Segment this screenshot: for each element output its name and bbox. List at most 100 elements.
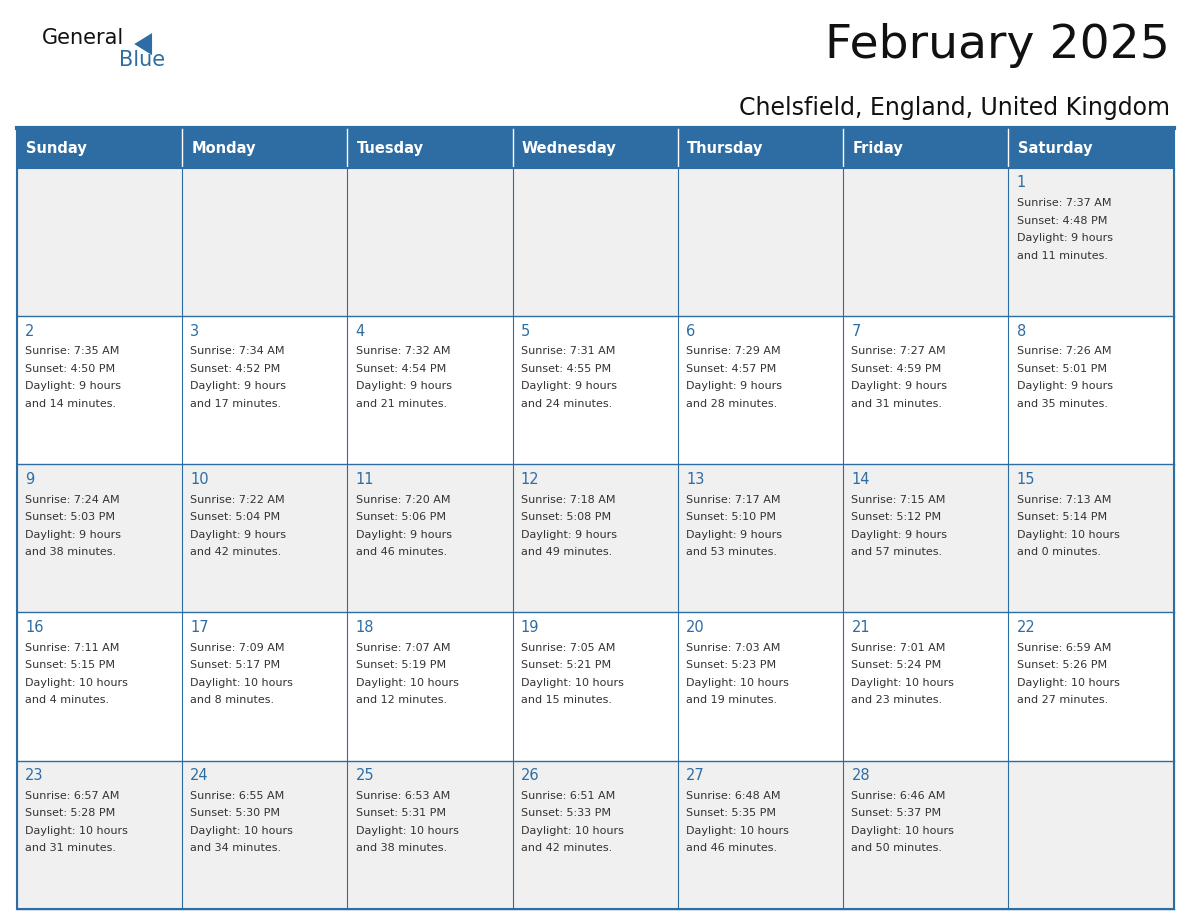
Text: Daylight: 9 hours: Daylight: 9 hours	[1017, 381, 1113, 391]
Text: 17: 17	[190, 620, 209, 635]
Text: Sunday: Sunday	[26, 141, 87, 156]
Text: Sunrise: 6:55 AM: Sunrise: 6:55 AM	[190, 791, 284, 800]
Text: Sunrise: 7:17 AM: Sunrise: 7:17 AM	[687, 495, 781, 505]
Text: 18: 18	[355, 620, 374, 635]
Text: Sunrise: 6:53 AM: Sunrise: 6:53 AM	[355, 791, 450, 800]
Text: and 8 minutes.: and 8 minutes.	[190, 695, 274, 705]
Text: Sunrise: 7:20 AM: Sunrise: 7:20 AM	[355, 495, 450, 505]
Text: Sunrise: 6:57 AM: Sunrise: 6:57 AM	[25, 791, 119, 800]
Text: 20: 20	[687, 620, 704, 635]
Text: Wednesday: Wednesday	[522, 141, 617, 156]
Text: Sunset: 4:52 PM: Sunset: 4:52 PM	[190, 364, 280, 374]
Text: 11: 11	[355, 472, 374, 487]
Text: Daylight: 10 hours: Daylight: 10 hours	[852, 677, 954, 688]
Text: Sunset: 5:31 PM: Sunset: 5:31 PM	[355, 809, 446, 818]
Text: 26: 26	[520, 768, 539, 783]
Text: Sunrise: 7:03 AM: Sunrise: 7:03 AM	[687, 643, 781, 653]
Text: Daylight: 9 hours: Daylight: 9 hours	[687, 381, 782, 391]
Text: Sunrise: 6:46 AM: Sunrise: 6:46 AM	[852, 791, 946, 800]
Text: 4: 4	[355, 323, 365, 339]
Text: Sunset: 5:17 PM: Sunset: 5:17 PM	[190, 660, 280, 670]
Text: 22: 22	[1017, 620, 1036, 635]
Text: and 53 minutes.: and 53 minutes.	[687, 547, 777, 557]
Text: Sunrise: 7:13 AM: Sunrise: 7:13 AM	[1017, 495, 1111, 505]
Text: and 49 minutes.: and 49 minutes.	[520, 547, 612, 557]
Text: and 17 minutes.: and 17 minutes.	[190, 398, 282, 409]
Text: Sunrise: 7:15 AM: Sunrise: 7:15 AM	[852, 495, 946, 505]
Text: and 23 minutes.: and 23 minutes.	[852, 695, 942, 705]
Text: and 50 minutes.: and 50 minutes.	[852, 844, 942, 853]
Text: and 11 minutes.: and 11 minutes.	[1017, 251, 1107, 261]
Text: Sunset: 5:28 PM: Sunset: 5:28 PM	[25, 809, 115, 818]
Text: 19: 19	[520, 620, 539, 635]
Text: Daylight: 9 hours: Daylight: 9 hours	[852, 530, 948, 540]
Text: Sunrise: 7:07 AM: Sunrise: 7:07 AM	[355, 643, 450, 653]
Text: Sunset: 5:24 PM: Sunset: 5:24 PM	[852, 660, 942, 670]
Text: Sunset: 5:08 PM: Sunset: 5:08 PM	[520, 512, 611, 522]
Text: Chelsfield, England, United Kingdom: Chelsfield, England, United Kingdom	[739, 96, 1170, 120]
Text: Daylight: 9 hours: Daylight: 9 hours	[520, 381, 617, 391]
Text: Sunrise: 6:51 AM: Sunrise: 6:51 AM	[520, 791, 615, 800]
Text: Sunset: 5:04 PM: Sunset: 5:04 PM	[190, 512, 280, 522]
Text: Daylight: 9 hours: Daylight: 9 hours	[355, 530, 451, 540]
Text: Sunset: 4:54 PM: Sunset: 4:54 PM	[355, 364, 446, 374]
Text: Daylight: 10 hours: Daylight: 10 hours	[687, 826, 789, 835]
Text: 3: 3	[190, 323, 200, 339]
Text: and 19 minutes.: and 19 minutes.	[687, 695, 777, 705]
Text: Sunset: 5:33 PM: Sunset: 5:33 PM	[520, 809, 611, 818]
Text: Blue: Blue	[119, 50, 165, 71]
Text: and 21 minutes.: and 21 minutes.	[355, 398, 447, 409]
Text: 27: 27	[687, 768, 704, 783]
Text: Sunrise: 7:31 AM: Sunrise: 7:31 AM	[520, 346, 615, 356]
Text: Daylight: 9 hours: Daylight: 9 hours	[687, 530, 782, 540]
Text: Monday: Monday	[191, 141, 255, 156]
Text: Daylight: 10 hours: Daylight: 10 hours	[190, 826, 293, 835]
Text: Sunset: 5:06 PM: Sunset: 5:06 PM	[355, 512, 446, 522]
Text: Sunset: 5:10 PM: Sunset: 5:10 PM	[687, 512, 776, 522]
Text: 13: 13	[687, 472, 704, 487]
Text: Sunset: 4:50 PM: Sunset: 4:50 PM	[25, 364, 115, 374]
Text: Tuesday: Tuesday	[356, 141, 424, 156]
Text: Daylight: 9 hours: Daylight: 9 hours	[355, 381, 451, 391]
Text: and 0 minutes.: and 0 minutes.	[1017, 547, 1101, 557]
Text: and 38 minutes.: and 38 minutes.	[25, 547, 116, 557]
Text: and 42 minutes.: and 42 minutes.	[520, 844, 612, 853]
Text: 6: 6	[687, 323, 695, 339]
Text: Sunrise: 7:34 AM: Sunrise: 7:34 AM	[190, 346, 285, 356]
Text: and 4 minutes.: and 4 minutes.	[25, 695, 109, 705]
Text: Sunset: 4:55 PM: Sunset: 4:55 PM	[520, 364, 611, 374]
Text: Saturday: Saturday	[1018, 141, 1093, 156]
Text: Sunrise: 7:29 AM: Sunrise: 7:29 AM	[687, 346, 781, 356]
Text: Sunset: 5:21 PM: Sunset: 5:21 PM	[520, 660, 611, 670]
Text: Daylight: 9 hours: Daylight: 9 hours	[1017, 233, 1113, 243]
Text: Sunrise: 7:01 AM: Sunrise: 7:01 AM	[852, 643, 946, 653]
Text: 24: 24	[190, 768, 209, 783]
Text: Sunrise: 7:24 AM: Sunrise: 7:24 AM	[25, 495, 120, 505]
Text: Sunset: 4:48 PM: Sunset: 4:48 PM	[1017, 216, 1107, 226]
Text: Sunrise: 7:26 AM: Sunrise: 7:26 AM	[1017, 346, 1111, 356]
Text: Sunset: 5:26 PM: Sunset: 5:26 PM	[1017, 660, 1107, 670]
Text: Daylight: 9 hours: Daylight: 9 hours	[190, 381, 286, 391]
Text: Sunset: 5:35 PM: Sunset: 5:35 PM	[687, 809, 776, 818]
Text: 28: 28	[852, 768, 870, 783]
Text: and 31 minutes.: and 31 minutes.	[852, 398, 942, 409]
Text: 16: 16	[25, 620, 44, 635]
Text: 7: 7	[852, 323, 861, 339]
Text: and 38 minutes.: and 38 minutes.	[355, 844, 447, 853]
Text: 10: 10	[190, 472, 209, 487]
Text: 14: 14	[852, 472, 870, 487]
Text: and 57 minutes.: and 57 minutes.	[852, 547, 942, 557]
Text: Sunrise: 6:48 AM: Sunrise: 6:48 AM	[687, 791, 781, 800]
Text: 23: 23	[25, 768, 44, 783]
Text: Daylight: 10 hours: Daylight: 10 hours	[852, 826, 954, 835]
Text: Daylight: 10 hours: Daylight: 10 hours	[25, 826, 128, 835]
Text: 1: 1	[1017, 175, 1026, 190]
Text: 25: 25	[355, 768, 374, 783]
Text: and 46 minutes.: and 46 minutes.	[355, 547, 447, 557]
Text: Sunrise: 6:59 AM: Sunrise: 6:59 AM	[1017, 643, 1111, 653]
Text: 15: 15	[1017, 472, 1035, 487]
Text: 9: 9	[25, 472, 34, 487]
Text: Sunrise: 7:27 AM: Sunrise: 7:27 AM	[852, 346, 946, 356]
Text: Sunset: 5:23 PM: Sunset: 5:23 PM	[687, 660, 776, 670]
Text: Daylight: 10 hours: Daylight: 10 hours	[1017, 677, 1119, 688]
